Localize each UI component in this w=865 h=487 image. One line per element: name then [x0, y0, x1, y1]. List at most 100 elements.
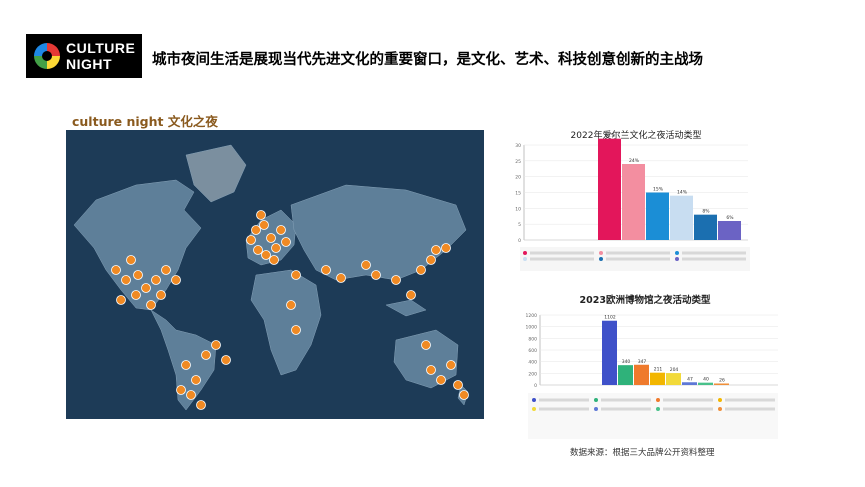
map-marker — [441, 243, 451, 253]
y-tick-label: 10 — [515, 206, 521, 212]
bar-value-label: 14% — [677, 190, 688, 196]
map-marker — [271, 243, 281, 253]
map-marker — [171, 275, 181, 285]
chart-bar — [602, 320, 617, 385]
map-marker — [146, 300, 156, 310]
legend-text-placeholder — [539, 407, 589, 411]
legend-swatch — [599, 251, 603, 255]
legend-swatch — [718, 398, 722, 402]
map-marker — [361, 260, 371, 270]
map-marker — [391, 275, 401, 285]
map-marker — [211, 340, 221, 350]
legend-text-placeholder — [601, 407, 651, 411]
chart-bar — [694, 214, 717, 240]
map-marker — [266, 233, 276, 243]
legend-text-placeholder — [530, 257, 594, 261]
map-marker — [426, 255, 436, 265]
chart-bar — [618, 365, 633, 385]
bar-value-label: 6% — [726, 215, 734, 221]
y-tick-label: 1000 — [526, 325, 538, 331]
map-title: culture night 文化之夜 — [72, 114, 218, 129]
bar-value-label: 15% — [653, 187, 664, 193]
map-marker — [201, 350, 211, 360]
y-tick-label: 5 — [518, 222, 521, 228]
map-marker — [253, 245, 263, 255]
legend-swatch — [532, 398, 536, 402]
map-marker — [281, 237, 291, 247]
bar-value-label: 26 — [719, 377, 725, 383]
africa-shape — [250, 269, 322, 376]
y-tick-label: 200 — [528, 371, 537, 377]
legend-swatch — [656, 398, 660, 402]
map-marker — [151, 275, 161, 285]
map-marker — [126, 255, 136, 265]
map-marker — [371, 270, 381, 280]
map-marker — [131, 290, 141, 300]
chart2-legend — [528, 393, 778, 439]
culture-night-markers — [111, 210, 469, 410]
ireland-activity-chart: 2022年爱尔兰文化之夜活动类型 0 5 10 15 20 25 30 32% 24% 15% 1… — [515, 129, 750, 271]
y-tick-label: 1200 — [526, 313, 538, 319]
legend-swatch — [675, 251, 679, 255]
bar-value-label: 211 — [654, 367, 663, 373]
chart2-title: 2023欧洲博物馆之夜活动类型 — [580, 294, 711, 306]
map-marker — [261, 250, 271, 260]
museum-night-chart: 2023欧洲博物馆之夜活动类型 0 200 400 600 800 1000 1200 11… — [526, 294, 778, 439]
bar-value-label: 340 — [622, 359, 631, 365]
map-marker — [133, 270, 143, 280]
australia-shape — [393, 329, 459, 389]
chart1-bars: 32% 24% 15% 14% 8% 6% — [598, 133, 741, 240]
y-tick-label: 15 — [515, 191, 521, 197]
data-source-note: 数据来源：根据三大品牌公开资料整理 — [570, 448, 715, 458]
map-marker — [196, 400, 206, 410]
map-marker — [121, 275, 131, 285]
legend-swatch — [532, 407, 536, 411]
map-marker — [256, 210, 266, 220]
chart-bar — [698, 382, 713, 385]
legend-text-placeholder — [601, 398, 651, 402]
bar-value-label: 24% — [629, 158, 640, 164]
greenland-shape — [185, 144, 247, 203]
map-marker — [176, 385, 186, 395]
map-marker — [446, 360, 456, 370]
legend-text-placeholder — [606, 257, 670, 261]
indonesia-shape — [385, 299, 427, 317]
chart-bar — [670, 195, 693, 240]
chart2-bars: 1102 340 347 211 204 47 40 26 — [602, 315, 729, 385]
map-marker — [246, 235, 256, 245]
chart-bar — [666, 373, 681, 385]
legend-text-placeholder — [530, 251, 594, 255]
legend-text-placeholder — [539, 398, 589, 402]
chart-bar — [718, 221, 741, 240]
y-tick-label: 30 — [515, 143, 521, 149]
map-marker — [181, 360, 191, 370]
logo-text-line1: CULTURE — [66, 40, 136, 56]
culture-night-logo: CULTURE NIGHT — [26, 34, 142, 78]
chart-bar — [622, 164, 645, 240]
chart1-legend — [520, 247, 750, 271]
y-tick-label: 25 — [515, 159, 521, 165]
map-marker — [426, 365, 436, 375]
map-marker — [276, 225, 286, 235]
map-marker — [416, 265, 426, 275]
legend-swatch — [656, 407, 660, 411]
y-tick-label: 0 — [518, 238, 521, 244]
chart-bar — [714, 383, 729, 385]
map-marker — [436, 375, 446, 385]
chart-bar — [682, 382, 697, 385]
map-marker — [291, 270, 301, 280]
world-map — [66, 130, 484, 419]
logo-circle-icon — [34, 43, 60, 69]
chart1-title: 2022年爱尔兰文化之夜活动类型 — [571, 129, 702, 141]
map-marker — [156, 290, 166, 300]
legend-swatch — [523, 251, 527, 255]
page-headline: 城市夜间生活是展现当代先进文化的重要窗口，是文化、艺术、科技创意创新的主战场 — [152, 52, 703, 68]
chart-bar — [598, 138, 621, 240]
bar-value-label: 347 — [638, 359, 647, 365]
legend-swatch — [594, 407, 598, 411]
legend-swatch — [675, 257, 679, 261]
legend-text-placeholder — [663, 407, 713, 411]
logo-text-line2: NIGHT — [66, 56, 113, 72]
legend-text-placeholder — [725, 407, 775, 411]
legend-text-placeholder — [682, 251, 746, 255]
